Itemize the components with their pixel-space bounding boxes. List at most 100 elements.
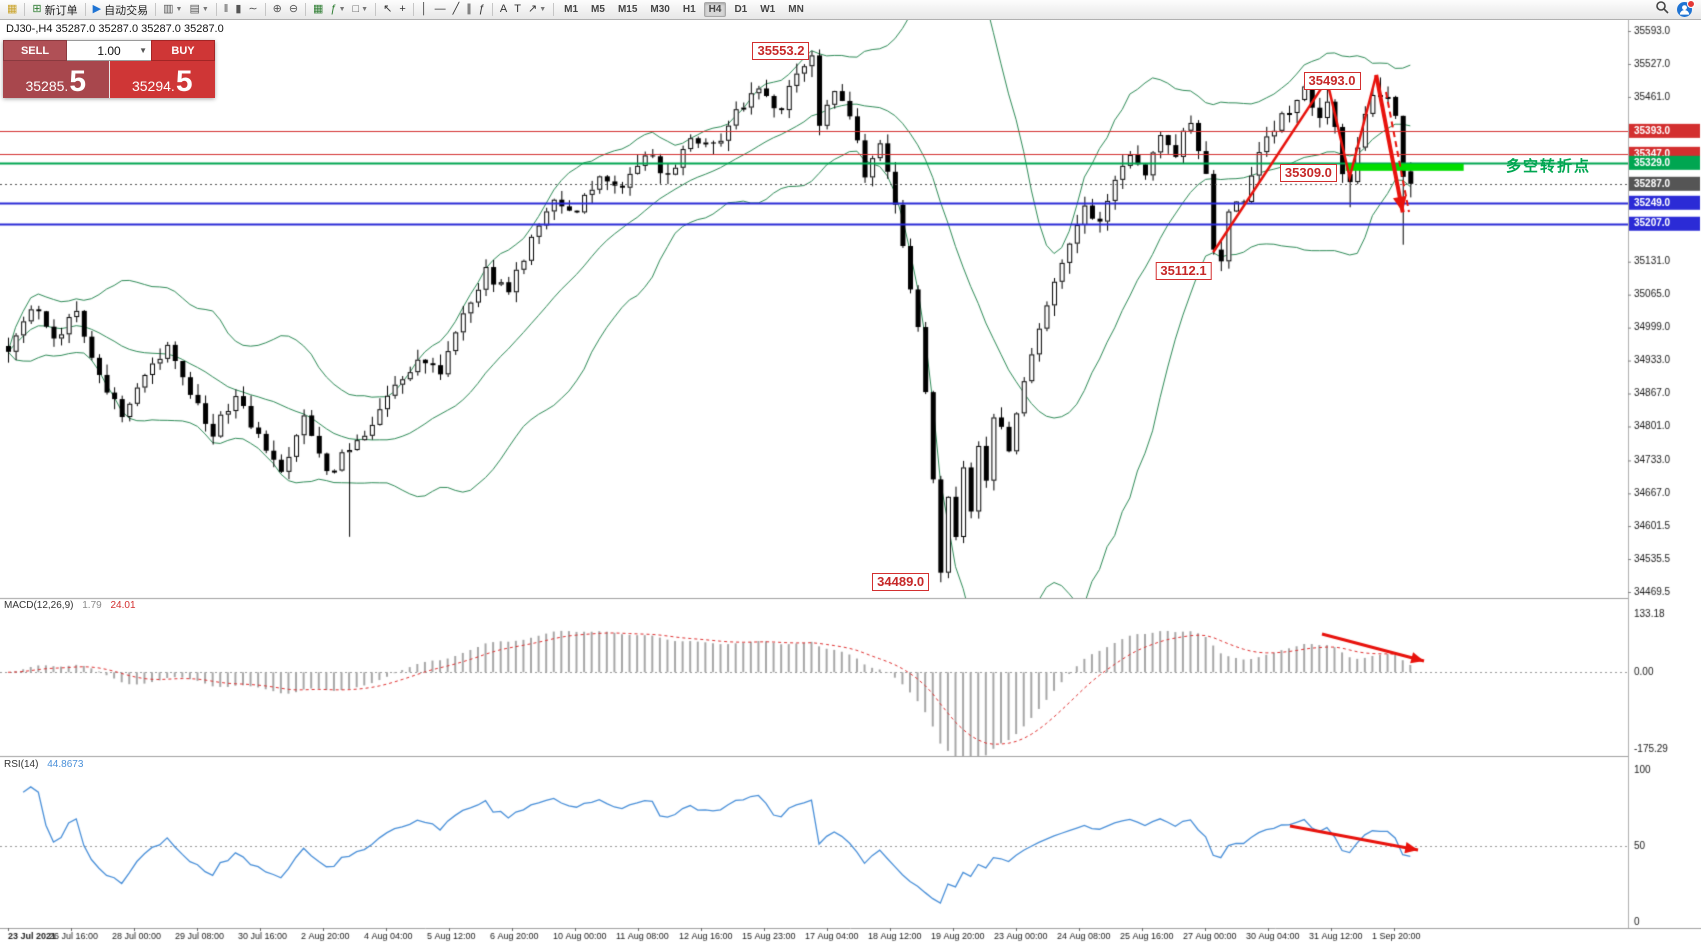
timeframe-h1[interactable]: H1 <box>682 4 696 15</box>
new-order-button[interactable]: ⊞ 新订单 <box>29 1 80 18</box>
buy-price-pips: 5 <box>175 65 193 99</box>
autotrade-button-glyph: ▶ <box>92 3 102 15</box>
toolbar-separator <box>155 3 157 16</box>
timeframe-mn[interactable]: MN <box>788 4 804 15</box>
macd-value-signal: 24.01 <box>110 600 136 611</box>
label-icon-glyph: T <box>514 3 521 15</box>
sell-price-main: 35285. <box>25 77 69 94</box>
vertical-line-icon-glyph: │ <box>420 3 428 15</box>
notification-badge <box>1687 0 1695 8</box>
toolbar-separator <box>215 3 217 16</box>
bar-chart-icon-glyph: ‖ <box>223 3 229 15</box>
toolbar-separator <box>264 3 266 16</box>
objects-icon-caret: ▼ <box>361 6 369 13</box>
timeframe-m15[interactable]: M15 <box>617 4 638 15</box>
objects-icon[interactable]: □ ▼ <box>350 1 372 18</box>
label-icon[interactable]: T <box>511 1 524 18</box>
macd-name: MACD(12,26,9) <box>4 600 74 611</box>
bar-chart-icon[interactable]: ‖ <box>221 1 232 18</box>
price-label-annotation[interactable]: 35112.1 <box>1155 262 1212 281</box>
indicators-icon-glyph: ƒ <box>330 3 337 15</box>
indicators-icon[interactable]: ƒ ▼ <box>327 1 348 18</box>
profiles-icon[interactable]: ▤ ▼ <box>186 1 211 18</box>
trendline-icon[interactable]: ╱ <box>450 1 463 18</box>
zoom-out-icon-glyph: ⊖ <box>288 3 299 15</box>
volume-field[interactable]: 1.00 ▼ <box>67 40 151 61</box>
chart-area: DJ30-,H4 35287.0 35287.0 35287.0 35287.0… <box>0 20 1701 942</box>
timeframe-d1[interactable]: D1 <box>734 4 748 15</box>
horizontal-line-icon[interactable]: ― <box>432 1 449 18</box>
tile-windows-icon[interactable]: ▦ <box>310 1 326 18</box>
new-chart-icon-caret: ▼ <box>175 6 183 13</box>
price-chart-canvas[interactable] <box>0 20 1701 942</box>
chart-window-icon[interactable]: ▦ <box>4 1 20 18</box>
toolbar-separator <box>24 3 26 16</box>
toolbar-separator <box>553 3 555 16</box>
zoom-out-icon[interactable]: ⊖ <box>286 1 301 18</box>
fibonacci-icon-glyph: ƒ <box>478 3 485 15</box>
candlestick-icon[interactable]: ▮ <box>232 1 244 18</box>
sell-price-pips: 5 <box>69 65 86 99</box>
autotrade-button[interactable]: ▶ 自动交易 <box>90 1 151 18</box>
one-click-trade-panel: SELL 1.00 ▼ BUY 35285. 5 35294. 5 <box>3 40 215 98</box>
note-text[interactable]: 多空转折点 <box>1506 157 1592 175</box>
price-label-annotation[interactable]: 35553.2 <box>752 41 810 60</box>
timeframe-m1[interactable]: M1 <box>564 4 579 15</box>
toolbar-separator <box>412 3 414 16</box>
timeframe-m5[interactable]: M5 <box>591 4 605 15</box>
line-chart-icon[interactable]: ∼ <box>245 1 260 18</box>
price-label-annotation[interactable]: 34489.0 <box>872 573 930 592</box>
buy-price[interactable]: 35294. 5 <box>109 61 215 99</box>
cursor-icon[interactable]: ↖ <box>380 1 395 18</box>
candlestick-icon-glyph: ▮ <box>235 3 242 15</box>
new-order-button-glyph: ⊞ <box>32 3 42 15</box>
price-label-annotation[interactable]: 35309.0 <box>1279 163 1337 182</box>
toolbar-separator <box>84 3 86 16</box>
cursor-icon-glyph: ↖ <box>383 3 393 15</box>
zoom-in-icon[interactable]: ⊕ <box>270 1 285 18</box>
objects-icon-glyph: □ <box>352 3 360 15</box>
sell-button[interactable]: SELL <box>3 40 67 61</box>
channel-icon[interactable]: ∥ <box>463 1 475 18</box>
indicators-icon-caret: ▼ <box>338 6 346 13</box>
volume-dropdown-icon[interactable]: ▼ <box>139 46 147 55</box>
toolbar-right <box>1655 0 1697 19</box>
autotrade-button-label: 自动交易 <box>104 4 149 17</box>
new-chart-icon[interactable]: ▥ ▼ <box>160 1 185 18</box>
macd-indicator-label: MACD(12,26,9) 1.79 24.01 <box>4 600 136 611</box>
channel-icon-glyph: ∥ <box>466 3 472 15</box>
trendline-icon-glyph: ╱ <box>452 3 460 15</box>
toolbar-separator <box>305 3 307 16</box>
crosshair-icon-glyph: + <box>399 3 406 15</box>
arrows-icon-glyph: ↗ <box>527 3 538 15</box>
profiles-icon-caret: ▼ <box>201 6 209 13</box>
crosshair-icon[interactable]: + <box>396 1 408 18</box>
arrows-icon-caret: ▼ <box>539 6 547 13</box>
horizontal-line-icon-glyph: ― <box>434 3 446 15</box>
toolbar-separator <box>491 3 493 16</box>
zoom-in-icon-glyph: ⊕ <box>272 3 282 15</box>
chart-window-icon-glyph: ▦ <box>7 3 18 15</box>
buy-button[interactable]: BUY <box>151 40 215 61</box>
tile-windows-icon-glyph: ▦ <box>313 3 324 15</box>
rsi-indicator-label: RSI(14) 44.8673 <box>4 759 83 770</box>
chart-ohlc-info: DJ30-,H4 35287.0 35287.0 35287.0 35287.0 <box>6 23 224 35</box>
arrows-icon[interactable]: ↗ ▼ <box>525 1 549 18</box>
sell-price[interactable]: 35285. 5 <box>3 61 110 98</box>
vertical-line-icon[interactable]: │ <box>418 1 431 18</box>
rsi-value: 44.8673 <box>47 759 84 770</box>
fibonacci-icon[interactable]: ƒ <box>476 1 488 18</box>
timeframe-h4[interactable]: H4 <box>703 2 727 17</box>
timeframe-m30[interactable]: M30 <box>650 4 670 15</box>
search-icon[interactable] <box>1655 0 1669 19</box>
volume-value: 1.00 <box>97 43 121 58</box>
text-icon[interactable]: A <box>497 1 510 18</box>
price-label-annotation[interactable]: 35493.0 <box>1303 71 1361 90</box>
user-icon[interactable] <box>1677 0 1695 17</box>
profiles-icon-glyph: ▤ <box>189 3 200 15</box>
toolbar-separator <box>375 3 377 16</box>
buy-price-main: 35294. <box>131 77 175 94</box>
timeframe-w1[interactable]: W1 <box>760 4 776 15</box>
new-chart-icon-glyph: ▥ <box>163 3 174 15</box>
new-order-button-label: 新订单 <box>44 4 78 17</box>
